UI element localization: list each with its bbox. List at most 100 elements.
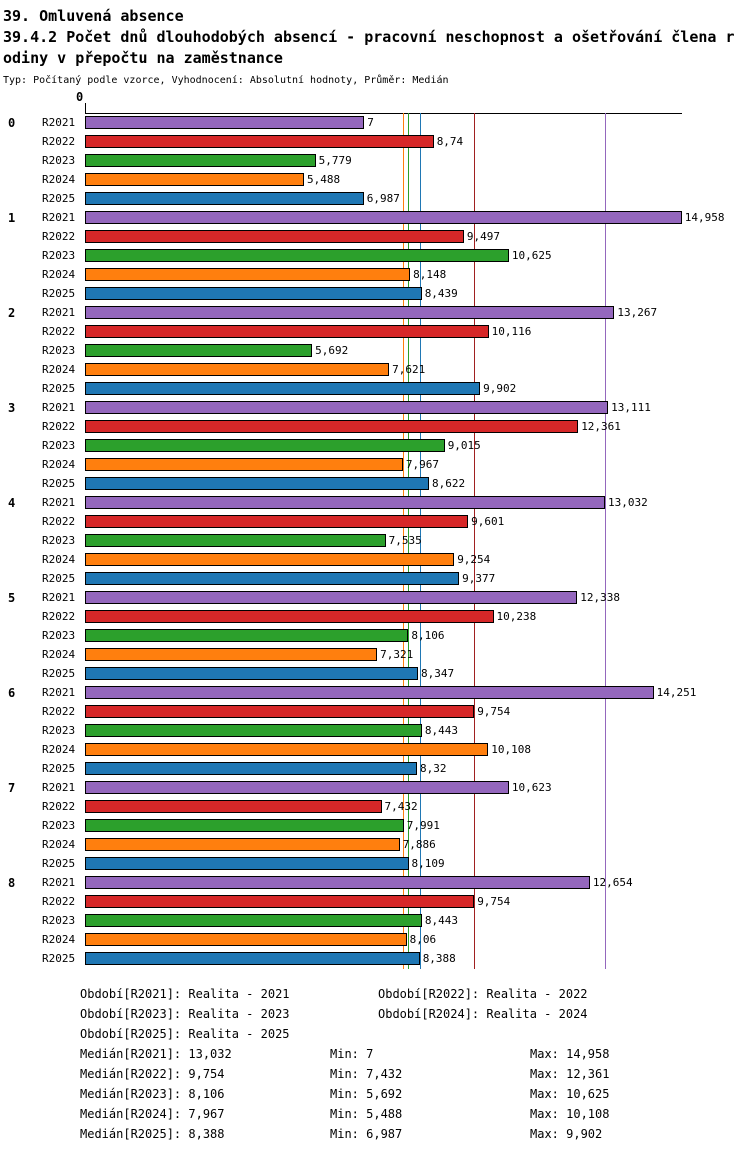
legend-item: Období[R2025]: Realita - 2025 bbox=[80, 1027, 290, 1041]
stat-item: Medián[R2023]: 8,106 bbox=[80, 1087, 225, 1101]
stat-item: Medián[R2024]: 7,967 bbox=[80, 1107, 225, 1121]
group-label: 4 bbox=[8, 495, 16, 510]
bar-row: R2024 7,321 bbox=[0, 645, 750, 664]
bar-r2024 bbox=[85, 838, 400, 851]
bar-row: R2022 9,601 bbox=[0, 512, 750, 531]
median-line-r2024 bbox=[403, 113, 404, 969]
bar-value-label: 12,338 bbox=[580, 591, 621, 604]
stat-item: Max: 12,361 bbox=[530, 1067, 610, 1081]
bar-value-label: 7,321 bbox=[380, 648, 414, 661]
bar-r2023 bbox=[85, 629, 409, 642]
series-label: R2025 bbox=[42, 477, 76, 490]
bar-track: 7 bbox=[85, 113, 750, 132]
series-label: R2024 bbox=[42, 743, 76, 756]
bar-r2024 bbox=[85, 363, 390, 376]
bar-track: 9,754 bbox=[85, 702, 750, 721]
series-label: R2023 bbox=[42, 724, 76, 737]
bar-track: 14,958 bbox=[85, 208, 750, 227]
bar-r2024 bbox=[85, 648, 378, 661]
series-label: R2025 bbox=[42, 192, 76, 205]
series-label: R2023 bbox=[42, 344, 76, 357]
bar-row: R2024 8,06 bbox=[0, 930, 750, 949]
bar-row: R2025 6,987 bbox=[0, 189, 750, 208]
bar-r2022 bbox=[85, 135, 434, 148]
series-label: R2024 bbox=[42, 553, 76, 566]
bar-value-label: 8,443 bbox=[424, 724, 459, 737]
legend-item: Období[R2024]: Realita - 2024 bbox=[378, 1007, 588, 1021]
bar-row: R2023 10,625 bbox=[0, 246, 750, 265]
bar-track: 8,06 bbox=[85, 930, 750, 949]
bar-track: 6,987 bbox=[85, 189, 750, 208]
legend-row: Období[R2025]: Realita - 2025 bbox=[80, 1024, 750, 1044]
stat-item: Min: 5,488 bbox=[330, 1107, 403, 1121]
bar-r2023 bbox=[85, 249, 509, 262]
series-label: R2025 bbox=[42, 857, 76, 870]
stat-item: Min: 6,987 bbox=[330, 1127, 403, 1141]
series-label: R2023 bbox=[42, 439, 76, 452]
bar-row: 1 R2021 14,958 bbox=[0, 208, 750, 227]
bar-row: R2022 9,754 bbox=[0, 702, 750, 721]
series-label: R2024 bbox=[42, 458, 76, 471]
bar-track: 14,251 bbox=[85, 683, 750, 702]
stat-item: Max: 14,958 bbox=[530, 1047, 610, 1061]
bar-row: R2022 9,497 bbox=[0, 227, 750, 246]
bar-value-label: 7,886 bbox=[402, 838, 436, 851]
bar-track: 7,967 bbox=[85, 455, 750, 474]
legend-row: Období[R2021]: Realita - 2021 Období[R202… bbox=[80, 984, 750, 1004]
bar-track: 13,032 bbox=[85, 493, 750, 512]
bar-row: R2023 5,692 bbox=[0, 341, 750, 360]
bar-track: 8,439 bbox=[85, 284, 750, 303]
bar-value-label: 8,148 bbox=[413, 268, 447, 281]
bar-r2023 bbox=[85, 914, 422, 927]
series-label: R2021 bbox=[42, 401, 76, 414]
bar-track: 9,497 bbox=[85, 227, 750, 246]
chart-subtitle-line1: 39.4.2 Počet dnů dlouhodobých absencí - … bbox=[3, 28, 735, 46]
series-label: R2023 bbox=[42, 249, 76, 262]
bar-chart: 0 0 R2021 7 R2022 8,74 R2023 5,779 R2024 5,488 R2… bbox=[0, 90, 750, 970]
series-label: R2023 bbox=[42, 819, 76, 832]
bar-value-label: 8,443 bbox=[424, 914, 459, 927]
bar-r2025 bbox=[85, 382, 481, 395]
axis-tick bbox=[85, 103, 86, 113]
bar-track: 13,267 bbox=[85, 303, 750, 322]
bar-track: 12,361 bbox=[85, 417, 750, 436]
series-label: R2022 bbox=[42, 135, 76, 148]
series-label: R2025 bbox=[42, 762, 76, 775]
bar-r2024 bbox=[85, 553, 455, 566]
bar-track: 12,654 bbox=[85, 873, 750, 892]
bar-track: 9,015 bbox=[85, 436, 750, 455]
stat-item: Min: 7 bbox=[330, 1047, 374, 1061]
bar-row: R2025 8,622 bbox=[0, 474, 750, 493]
bar-value-label: 7,991 bbox=[406, 819, 440, 832]
series-label: R2022 bbox=[42, 230, 76, 243]
bar-row: R2025 8,109 bbox=[0, 854, 750, 873]
median-line-r2025 bbox=[420, 113, 421, 969]
bar-value-label: 8,388 bbox=[422, 952, 456, 965]
bar-row: R2024 7,621 bbox=[0, 360, 750, 379]
bar-value-label: 7,967 bbox=[405, 458, 440, 471]
stat-item: Medián[R2021]: 13,032 bbox=[80, 1047, 232, 1061]
series-label: R2021 bbox=[42, 116, 76, 129]
bar-row: R2023 7,535 bbox=[0, 531, 750, 550]
bar-track: 13,111 bbox=[85, 398, 750, 417]
bar-row: 4 R2021 13,032 bbox=[0, 493, 750, 512]
bar-track: 5,779 bbox=[85, 151, 750, 170]
bar-r2022 bbox=[85, 420, 579, 433]
bar-value-label: 9,754 bbox=[477, 895, 511, 908]
bar-row: R2022 9,754 bbox=[0, 892, 750, 911]
bar-track: 12,338 bbox=[85, 588, 750, 607]
bar-row: R2022 8,74 bbox=[0, 132, 750, 151]
bar-row: R2023 9,015 bbox=[0, 436, 750, 455]
bar-row: R2025 8,388 bbox=[0, 949, 750, 968]
bar-r2025 bbox=[85, 192, 364, 205]
series-label: R2022 bbox=[42, 420, 76, 433]
bar-r2021 bbox=[85, 686, 654, 699]
series-label: R2021 bbox=[42, 686, 76, 699]
series-label: R2025 bbox=[42, 667, 76, 680]
bar-track: 7,886 bbox=[85, 835, 750, 854]
bar-value-label: 10,623 bbox=[511, 781, 552, 794]
series-label: R2021 bbox=[42, 591, 76, 604]
bar-r2025 bbox=[85, 762, 417, 775]
median-line-r2023 bbox=[408, 113, 409, 969]
bar-value-label: 10,238 bbox=[496, 610, 537, 623]
